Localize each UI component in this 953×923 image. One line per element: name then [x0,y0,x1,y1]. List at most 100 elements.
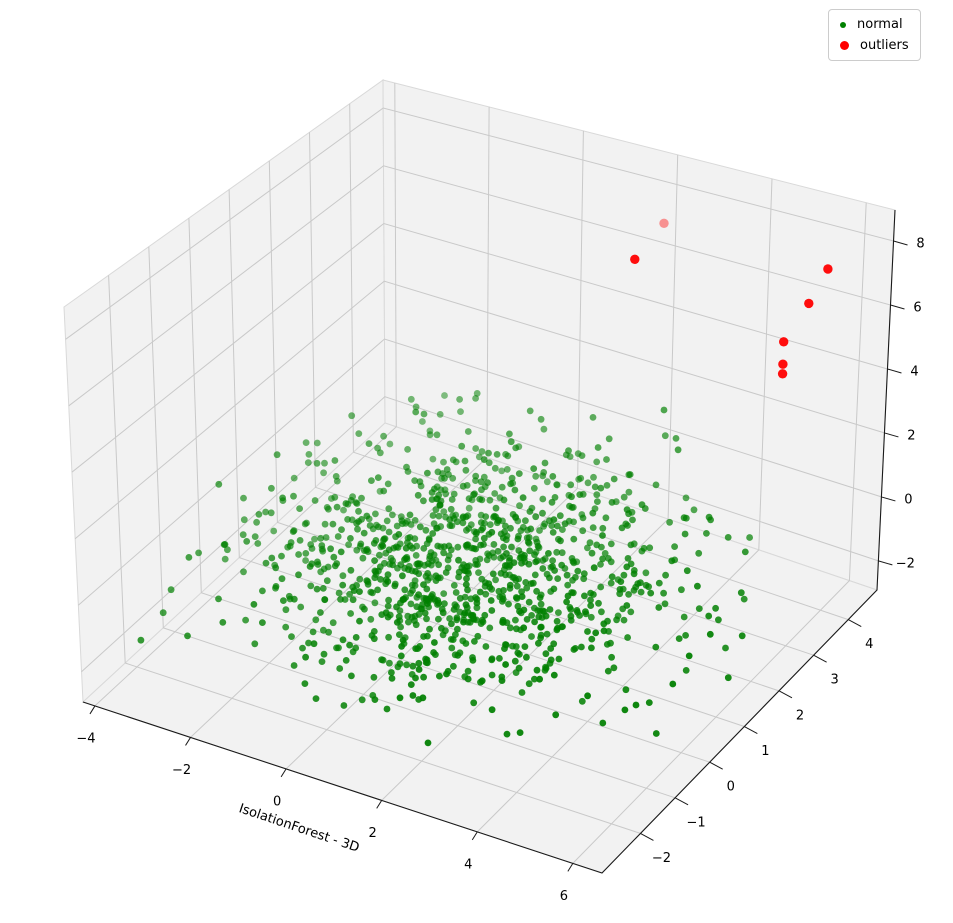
normal-point [666,518,673,526]
normal-point [550,671,558,679]
normal-point [262,508,269,516]
normal-point [430,649,437,656]
normal-point [547,645,555,652]
normal-point [465,495,473,502]
y-tick-mark [709,761,723,770]
normal-point [459,482,467,490]
normal-point [518,593,526,600]
normal-point [440,590,448,597]
normal-point [371,696,379,703]
legend-item-outliers: outliers [835,36,909,55]
normal-point [287,539,295,546]
normal-point [352,634,360,641]
normal-point [472,545,479,553]
normal-point [627,541,635,549]
normal-point [402,544,410,552]
normal-point [507,524,514,532]
normal-point [550,516,558,523]
normal-point [712,604,719,612]
outlier-point [630,254,640,264]
normal-point [551,494,559,501]
normal-point [254,540,262,547]
normal-point [515,664,523,672]
normal-point [610,475,618,483]
normal-point [426,431,434,439]
normal-point [553,617,561,625]
normal-point [421,609,429,617]
normal-point [623,563,631,571]
normal-point [443,466,451,473]
normal-point [348,672,355,680]
normal-point [424,632,431,640]
normal-point [601,550,609,557]
normal-point [558,549,566,557]
normal-point [250,601,258,608]
normal-point [488,706,496,714]
normal-point [424,469,431,477]
normal-point [342,657,350,664]
normal-point [384,602,392,610]
normal-point [528,612,535,619]
normal-point [584,544,591,552]
normal-point [546,574,553,582]
normal-point [424,739,432,747]
normal-point [591,483,599,491]
legend-marker-outliers-icon [840,41,849,50]
normal-point [337,548,345,556]
outlier-point [779,337,789,347]
normal-point [395,531,403,538]
normal-point [595,599,602,607]
normal-point [608,573,616,581]
normal-point [515,575,522,583]
normal-point [532,472,540,480]
normal-point [259,587,266,595]
z-tick-mark [881,496,896,502]
normal-point [550,585,558,593]
normal-point [546,606,554,613]
normal-point [357,540,365,548]
normal-point [319,585,327,592]
normal-point [159,609,167,617]
normal-point [637,579,644,587]
normal-point [647,589,655,597]
normal-point [387,554,395,562]
normal-point [570,535,578,543]
normal-point [672,435,680,442]
z-tick-mark [893,240,908,246]
normal-point [353,582,360,589]
normal-point [297,603,305,611]
normal-point [490,541,498,548]
outlier-point [804,298,814,309]
normal-point [623,506,631,513]
normal-point [454,543,462,551]
normal-point [518,689,526,696]
normal-point [586,539,594,547]
normal-point [539,509,546,517]
normal-point [409,662,417,670]
normal-point [600,627,608,635]
x-tick-label: 2 [369,826,377,841]
normal-point [221,555,229,563]
normal-point [425,535,433,543]
normal-point [621,706,629,714]
normal-point [470,699,478,707]
normal-point [303,519,310,527]
normal-point [533,587,540,595]
normal-point [629,516,636,524]
normal-point [388,675,396,682]
normal-point [580,570,588,578]
normal-point [738,632,746,640]
normal-point [507,438,515,446]
normal-point [737,589,745,597]
normal-point [547,656,555,664]
normal-point [385,546,393,554]
normal-point [594,444,602,451]
normal-point [543,630,551,638]
normal-point [335,644,342,652]
normal-point [472,472,480,480]
normal-point [552,711,560,719]
normal-point [389,561,396,569]
normal-point [566,502,573,510]
normal-point [674,446,682,454]
normal-point [539,495,547,503]
